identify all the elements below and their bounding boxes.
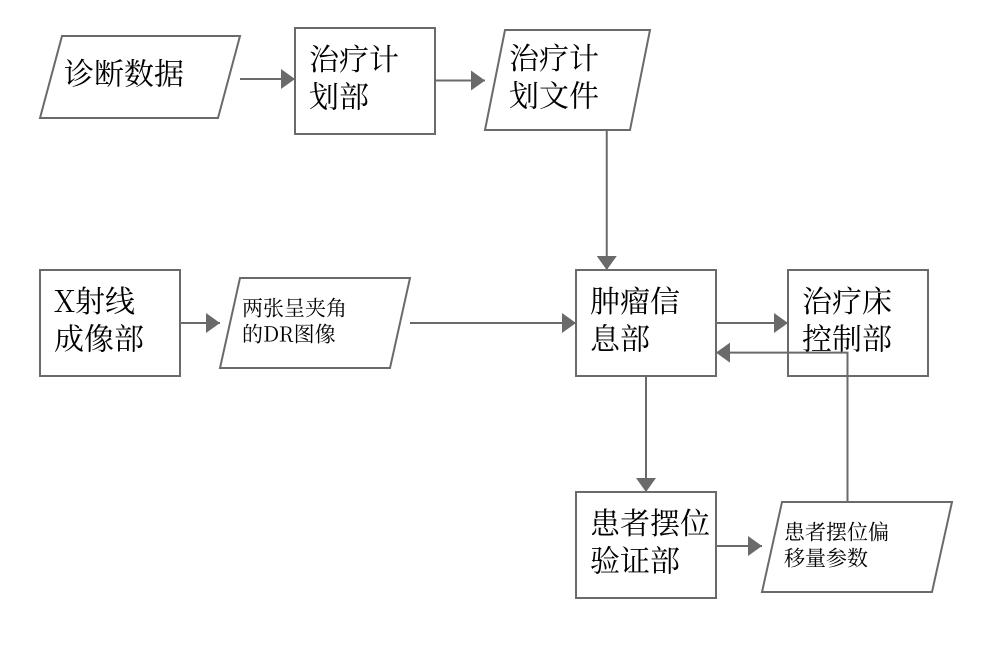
node-verify-label-1: 验证部 (590, 536, 680, 580)
flow-diagram: 诊断数据治疗计划部治疗计划文件X射线成像部两张呈夹角的DR图像肿瘤信息部治疗床控… (0, 0, 1000, 647)
node-plan_file-label-1: 划文件 (509, 71, 599, 115)
node-two_dr-label-1: 的DR图像 (242, 319, 336, 349)
node-diag_data-label-0: 诊断数据 (64, 50, 184, 94)
node-offset-label-1: 移量参数 (784, 543, 868, 573)
diagram-root: 诊断数据治疗计划部治疗计划文件X射线成像部两张呈夹角的DR图像肿瘤信息部治疗床控… (0, 0, 1000, 647)
node-xray-label-1: 成像部 (54, 314, 144, 358)
node-tumor-label-1: 息部 (590, 314, 650, 358)
node-plan_dept-label-1: 划部 (309, 72, 369, 116)
